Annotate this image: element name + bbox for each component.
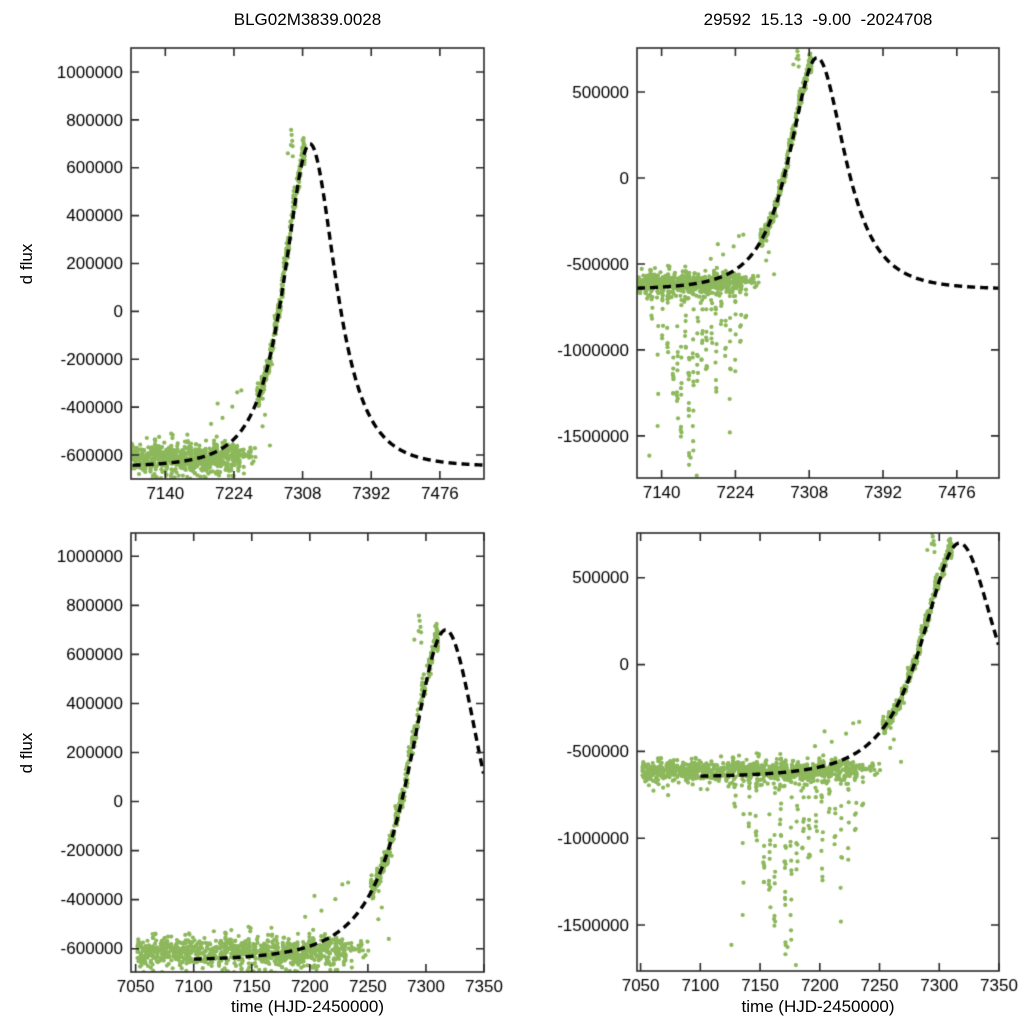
y-axis-label-top-left: d flux xyxy=(17,243,36,285)
y-axis-label-bottom-left: d flux xyxy=(17,732,36,774)
panel-title-top-left: BLG02M3839.0028 xyxy=(233,10,382,29)
panel-title-top-right: 29592 15.13 -9.00 -2024708 xyxy=(703,10,933,29)
x-axis-label-bottom-right: time (HJD-2450000) xyxy=(741,997,895,1016)
x-axis-label-bottom-left: time (HJD-2450000) xyxy=(230,997,385,1016)
